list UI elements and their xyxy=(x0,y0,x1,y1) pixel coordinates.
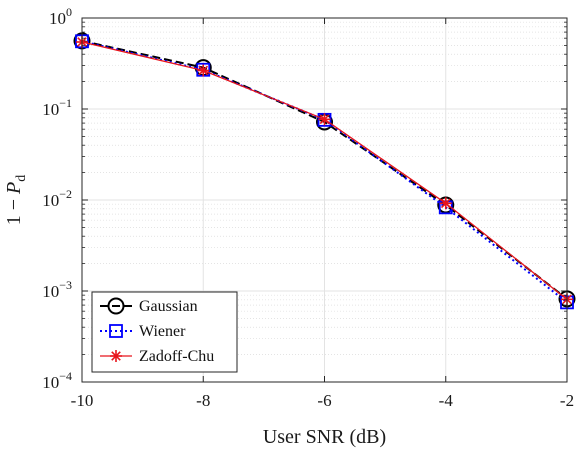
data-point-zadoff-chu xyxy=(318,113,331,126)
y-axis-label-prefix: 1 − xyxy=(3,194,25,225)
y-tick-exponent: −3 xyxy=(59,278,72,292)
x-tick-label: -8 xyxy=(196,391,210,410)
y-tick-label: 10−2 xyxy=(42,187,72,210)
x-tick-label: -2 xyxy=(560,391,574,410)
legend-marker-zadoff-chu xyxy=(110,350,122,362)
y-tick-exponent: 0 xyxy=(66,5,72,19)
y-tick-label: 100 xyxy=(49,5,72,28)
x-tick-label: -4 xyxy=(439,391,454,410)
y-tick-exponent: −1 xyxy=(59,96,72,110)
y-tick-exponent: −4 xyxy=(59,369,72,383)
x-tick-label: -10 xyxy=(71,391,94,410)
y-axis-label-variable: P xyxy=(3,182,25,195)
legend-label-gaussian: Gaussian xyxy=(139,298,198,315)
data-point-zadoff-chu xyxy=(197,64,210,77)
legend-label-wiener: Wiener xyxy=(139,323,186,340)
y-tick-base: 10 xyxy=(42,191,59,210)
legend-marker-gaussian xyxy=(107,297,125,315)
legend: Gaussian Wiener Zadoff-Chu xyxy=(91,291,238,373)
y-tick-base: 10 xyxy=(42,100,59,119)
y-tick-base: 10 xyxy=(42,282,59,301)
y-tick-label: 10−4 xyxy=(42,369,72,392)
legend-label-zadoff-chu: Zadoff-Chu xyxy=(139,348,214,365)
y-tick-exponent: −2 xyxy=(59,187,72,201)
y-tick-base: 10 xyxy=(49,9,66,28)
x-tick-label: -6 xyxy=(317,391,331,410)
series-layer xyxy=(73,32,576,310)
y-axis-label-subscript: d xyxy=(14,175,29,182)
y-tick-label: 10−1 xyxy=(42,96,72,119)
data-point-zadoff-chu xyxy=(439,197,452,210)
y-tick-label: 10−3 xyxy=(42,278,72,301)
legend-marker-wiener xyxy=(109,324,123,338)
y-axis-label: 1 − Pd xyxy=(3,175,29,226)
x-axis-label: User SNR (dB) xyxy=(263,426,386,448)
y-tick-base: 10 xyxy=(42,373,59,392)
